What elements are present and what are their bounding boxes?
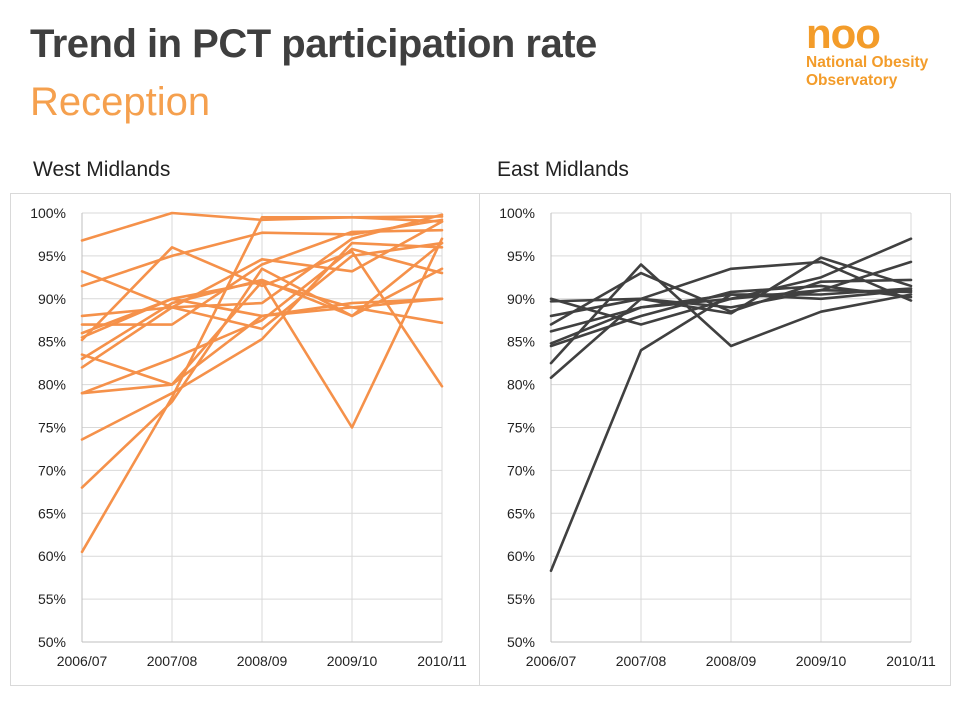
west-midlands-series-line-11 [80,247,444,395]
west-midlands-y-tick-label: 75% [38,420,66,436]
page-subtitle: Reception [30,80,211,124]
east-midlands-y-tick-label: 75% [507,420,535,436]
east-midlands-y-tick-label: 50% [507,634,535,650]
west-midlands-x-tick-label: 2006/07 [57,653,108,669]
west-midlands-chart: 50% 55% 60% 65% 70% 75% 80% 85% 90% 95% 100% 2006/0… [30,205,467,669]
west-midlands-series-line-9 [80,237,444,429]
west-midlands-series-line-3 [80,220,444,309]
west-midlands-y-tick-label: 90% [38,291,66,307]
west-midlands-y-tick-label: 50% [38,634,66,650]
east-midlands-y-tick-label: 70% [507,462,535,478]
east-midlands-chart: 50% 55% 60% 65% 70% 75% 80% 85% 90% 95% 100% 2006/0… [499,205,936,669]
east-midlands-y-tick-label: 85% [507,334,535,350]
west-midlands-y-tick-label: 55% [38,591,66,607]
west-midlands-x-tick-label: 2008/09 [237,653,288,669]
west-midlands-series-line-5 [80,228,444,326]
east-midlands-y-tick-label: 80% [507,377,535,393]
east-midlands-y-tick-label: 55% [507,591,535,607]
west-midlands-x-tick-label: 2010/11 [417,653,467,669]
east-midlands-x-tick-label: 2008/09 [706,653,757,669]
west-midlands-y-tick-label: 80% [38,377,66,393]
east-midlands-x-tick-label: 2006/07 [526,653,577,669]
east-midlands-y-tick-label: 100% [499,205,535,221]
east-midlands-x-tick-label: 2010/11 [886,653,936,669]
west-midlands-chart-panel: 50% 55% 60% 65% 70% 75% 80% 85% 90% 95% 100% 2006/0… [10,193,482,686]
east-midlands-chart-panel: 50% 55% 60% 65% 70% 75% 80% 85% 90% 95% 100% 2006/0… [479,193,951,686]
noo-logo: noo National Obesity Observatory [806,10,946,90]
logo-mark: noo [806,10,881,57]
east-midlands-series-line-8 [549,263,913,365]
east-midlands-x-tick-label: 2007/08 [616,653,667,669]
west-midlands-x-tick-label: 2007/08 [147,653,198,669]
west-midlands-y-tick-label: 65% [38,505,66,521]
east-midlands-y-tick-label: 65% [507,505,535,521]
west-midlands-series-line-16 [80,215,444,554]
east-midlands-y-tick-label: 95% [507,248,535,264]
west-midlands-x-tick-label: 2009/10 [327,653,378,669]
logo-line-1: National Obesity [806,54,929,71]
page-title: Trend in PCT participation rate [30,22,597,66]
west-midlands-series-line-8 [80,241,444,361]
east-midlands-x-tick-label: 2009/10 [796,653,847,669]
west-midlands-label: West Midlands [33,158,171,181]
east-midlands-label: East Midlands [497,158,629,181]
east-midlands-series-line-4 [549,271,913,326]
east-midlands-series-line-2 [549,256,913,315]
west-midlands-series-line-10 [80,241,444,369]
east-midlands-y-tick-label: 60% [507,548,535,564]
east-midlands-y-tick-label: 90% [507,291,535,307]
west-midlands-y-tick-label: 85% [38,334,66,350]
west-midlands-y-tick-label: 70% [38,462,66,478]
west-midlands-y-tick-label: 100% [30,205,66,221]
west-midlands-series-line-7 [80,246,444,388]
west-midlands-series-line-14 [80,241,444,441]
west-midlands-y-tick-label: 95% [38,248,66,264]
logo-line-2: Observatory [806,72,898,89]
west-midlands-series-line-15 [80,267,444,489]
east-midlands-series-line-9 [549,260,913,380]
west-midlands-y-tick-label: 60% [38,548,66,564]
east-midlands-series-line-10 [549,287,913,573]
